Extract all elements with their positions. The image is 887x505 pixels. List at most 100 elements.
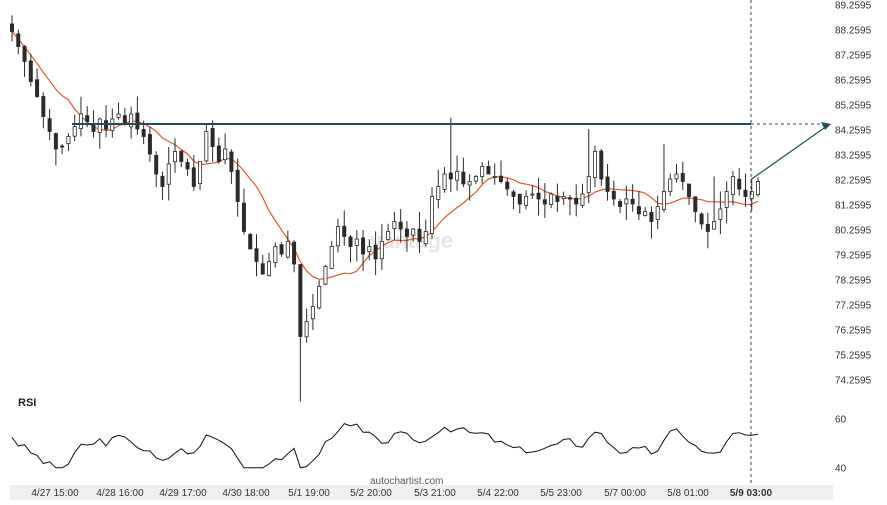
rsi-y-tick-label: 60	[835, 415, 847, 426]
candle-body	[411, 228, 416, 236]
candle-body	[335, 226, 340, 247]
candle-body	[430, 196, 435, 234]
candle-body	[122, 115, 127, 125]
plot-background	[10, 0, 833, 485]
candle-body	[511, 191, 516, 197]
y-tick-label: 88.2595	[835, 26, 872, 37]
candle-body	[392, 221, 397, 229]
candle-body	[486, 166, 491, 175]
candle-body	[417, 228, 422, 242]
candle-body	[517, 193, 522, 205]
candle-body	[53, 133, 58, 150]
candle-body	[141, 128, 146, 137]
x-tick-label: 4/29 17:00	[159, 488, 207, 499]
candle-body	[28, 60, 33, 82]
candle-body	[204, 131, 209, 162]
candle-body	[524, 196, 529, 206]
candle-body	[317, 286, 322, 309]
candle-body	[229, 151, 234, 172]
candle-body	[480, 166, 485, 177]
candle-body	[649, 212, 654, 222]
candle-body	[498, 175, 503, 182]
candle-body	[492, 176, 497, 178]
candle-body	[254, 248, 259, 262]
candle-body	[78, 113, 83, 129]
breakout-arrow-head	[821, 121, 831, 130]
candle-body	[705, 224, 710, 232]
candle-body	[624, 198, 629, 205]
candle-body	[661, 191, 666, 210]
candle-body	[655, 206, 660, 220]
candle-body	[72, 126, 77, 137]
y-tick-label: 85.2595	[835, 101, 872, 112]
candle-body	[329, 246, 334, 269]
x-tick-label: 5/4 22:00	[477, 488, 519, 499]
candle-body	[561, 196, 566, 199]
candle-body	[97, 118, 102, 133]
candle-body	[605, 176, 610, 192]
candle-body	[279, 244, 284, 255]
candle-body	[85, 115, 90, 122]
candle-body	[668, 178, 673, 192]
candle-body	[473, 176, 478, 182]
candle-body	[191, 167, 196, 187]
candle-body	[536, 192, 541, 200]
y-tick-label: 83.2595	[835, 151, 872, 162]
x-axis-band	[10, 485, 833, 500]
y-tick-label: 79.2595	[835, 251, 872, 262]
y-tick-label: 84.2595	[835, 126, 872, 137]
candle-body	[260, 263, 265, 275]
candle-body	[16, 33, 21, 47]
candle-body	[749, 191, 754, 200]
rsi-y-tick-label: 40	[835, 463, 847, 474]
candle-body	[599, 150, 604, 180]
candle-body	[373, 244, 378, 260]
candle-body	[448, 172, 453, 180]
candle-body	[367, 246, 372, 252]
candle-body	[348, 236, 353, 247]
rsi-line	[11, 423, 759, 469]
candle-body	[66, 136, 71, 145]
y-tick-label: 75.2595	[835, 351, 872, 362]
candle-body	[674, 173, 679, 180]
candle-body	[630, 198, 635, 205]
candle-body	[643, 211, 648, 216]
candle-body	[404, 228, 409, 237]
candle-body	[455, 171, 460, 181]
candle-body	[718, 208, 723, 220]
candle-body	[730, 176, 735, 195]
y-tick-label: 77.2595	[835, 301, 872, 312]
candle-body	[129, 113, 134, 128]
candle-body	[423, 231, 428, 245]
candle-body	[467, 181, 472, 186]
candle-body	[756, 181, 761, 195]
x-tick-label: 5/5 23:00	[540, 488, 582, 499]
x-tick-label: 5/7 00:00	[604, 488, 646, 499]
breakout-arrow-line	[750, 125, 828, 180]
candle-body	[567, 197, 572, 200]
candle-body	[636, 206, 641, 215]
candle-body	[461, 171, 466, 185]
candle-body	[354, 238, 359, 246]
y-tick-label: 76.2595	[835, 326, 872, 337]
x-tick-label: 5/3 21:00	[414, 488, 456, 499]
candle-body	[147, 133, 152, 155]
candle-body	[285, 241, 290, 258]
y-tick-label: 81.2595	[835, 201, 872, 212]
candle-body	[216, 145, 221, 162]
candle-body	[22, 46, 27, 62]
candle-body	[436, 186, 441, 200]
candle-body	[179, 150, 184, 162]
candle-body	[586, 176, 591, 194]
y-tick-label: 89.2595	[835, 1, 872, 12]
rsi-watermark: autochartist.com	[370, 476, 443, 487]
candle-body	[60, 145, 65, 148]
candle-body	[442, 173, 447, 190]
y-tick-label: 86.2595	[835, 76, 872, 87]
candle-body	[611, 190, 616, 200]
x-tick-label: 4/30 18:00	[222, 488, 270, 499]
candle-body	[712, 221, 717, 230]
candle-body	[154, 155, 159, 175]
candle-body	[160, 175, 165, 187]
